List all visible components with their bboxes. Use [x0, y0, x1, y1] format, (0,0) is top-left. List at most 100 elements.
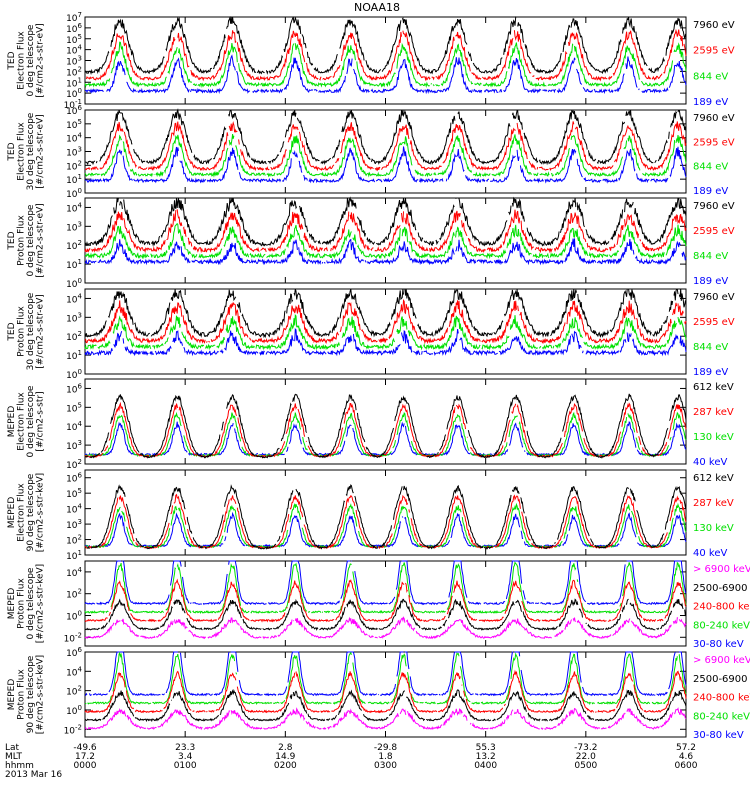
y-tick-exponent: 0: [78, 368, 82, 376]
y-axis-label-line: 90 deg telescope: [26, 473, 36, 551]
series-612-kev: [84, 484, 687, 550]
y-tick-label: 10-1: [64, 98, 82, 111]
series-612-kev: [84, 393, 687, 459]
y-tick-exponent: 6: [78, 646, 83, 654]
y-axis-label: TEDElectron Flux0 deg telescope[#/cm2-s-…: [7, 23, 46, 98]
x-row-label: MLT: [5, 752, 23, 762]
series-2500-6900: [84, 598, 687, 631]
y-axis-label-line: Proton Flux: [17, 669, 27, 720]
y-axis-label-line: [#/cm2-s-str]: [36, 391, 46, 451]
y-tick-exponent: 2: [78, 330, 82, 338]
y-tick-exponent: 6: [78, 472, 83, 480]
legend-entry: 612 keV: [693, 382, 734, 393]
y-tick-exponent: 5: [78, 118, 82, 126]
y-tick-exponent: 2: [78, 65, 82, 73]
y-tick-label: 106: [66, 646, 82, 659]
y-axis-label-line: Proton Flux: [17, 306, 27, 357]
y-tick-label: 106: [66, 22, 82, 35]
legend-entry: 7960 eV: [693, 113, 735, 124]
y-axis-label: MEPEDElectron Flux0 deg telescope[#/cm2-…: [7, 385, 46, 457]
panel-meped-electron-0: 102 103 104 105 106 MEPEDElectron Flux0 deg t…: [7, 378, 734, 471]
legend-entry: > 6900 keV: [693, 655, 750, 666]
y-tick-label: 102: [66, 65, 82, 78]
legend-entry: 844 eV: [693, 251, 728, 262]
figure-title: NOAA18: [354, 1, 400, 14]
y-tick-exponent: 3: [78, 518, 82, 526]
legend-entry: 189 eV: [693, 186, 728, 197]
x-tick-lat: -49.6: [73, 743, 97, 753]
y-tick-exponent: 1: [78, 349, 82, 357]
y-tick-exponent: 3: [78, 439, 82, 447]
x-tick-lat: -29.8: [374, 743, 398, 753]
y-tick-label: 103: [66, 311, 82, 324]
y-tick-label: 101: [66, 349, 82, 362]
y-tick-exponent: 3: [78, 146, 82, 154]
y-tick-label: 103: [66, 55, 82, 68]
legend-entry: 844 eV: [693, 71, 728, 82]
y-tick-label: 101: [66, 549, 82, 562]
y-tick-label: 106: [66, 104, 82, 117]
y-tick-label: 104: [66, 292, 82, 305]
legend-entry: 2595 eV: [693, 226, 735, 237]
series-2595-ev: [84, 209, 687, 254]
legend-entry: 189 eV: [693, 367, 728, 378]
legend-entry: 80-240 keV: [693, 620, 750, 631]
y-tick-label: 102: [66, 330, 82, 343]
y-tick-exponent: 0: [78, 277, 82, 285]
x-tick-hhmm: 0400: [474, 761, 497, 771]
y-tick-exponent: 3: [78, 311, 82, 319]
y-axis-label-line: 90 deg telescope: [26, 655, 36, 733]
y-axis-label-line: 0 deg telescope: [26, 204, 36, 276]
x-tick-lat: 23.3: [175, 743, 195, 753]
y-axis-label-line: [#/cm2-s-str-eV]: [36, 114, 46, 189]
legend-entry: 240-800 keV: [693, 693, 750, 704]
y-tick-label: 103: [66, 439, 82, 452]
y-tick-exponent: 0: [78, 704, 82, 712]
panel-meped-proton-90: 10-2 100 102 104 106 MEPEDProton Flux90 deg t…: [7, 646, 750, 741]
series-30-80-kev: [84, 560, 687, 606]
y-tick-label: 105: [66, 401, 82, 414]
series-189-ev: [85, 54, 687, 95]
legend-entry: 130 keV: [693, 523, 734, 534]
series-30-80-kev: [84, 651, 687, 697]
y-axis-label-line: TED: [7, 51, 17, 70]
y-axis-label-line: MEPED: [7, 588, 17, 620]
y-axis-label-line: Electron Flux: [17, 122, 27, 181]
series-7960-ev: [85, 108, 687, 166]
series-189-ev: [84, 328, 687, 357]
y-tick-label: 101: [66, 76, 82, 89]
series-7960-ev: [84, 288, 687, 339]
legend-entry: 189 eV: [693, 97, 728, 108]
y-tick-label: 102: [66, 239, 82, 252]
y-tick-label: 101: [66, 173, 82, 186]
x-tick-mlt: 1.8: [378, 752, 393, 762]
y-tick-label: 100: [66, 87, 82, 100]
y-axis-label-line: 0 deg telescope: [26, 567, 36, 639]
legend-entry: 2595 eV: [693, 137, 735, 148]
y-axis-label-line: TED: [7, 142, 17, 161]
legend-entry: 80-240 keV: [693, 711, 750, 722]
y-tick-label: 100: [66, 277, 82, 290]
y-tick-exponent: 7: [78, 11, 82, 19]
y-tick-exponent: 1: [78, 258, 82, 266]
series-844-ev: [84, 313, 687, 351]
y-tick-exponent: 2: [78, 239, 82, 247]
panel-frame: [84, 16, 687, 105]
legend-entry: 7960 eV: [693, 292, 735, 303]
y-tick-label: 104: [66, 44, 82, 57]
y-tick-label: 100: [66, 609, 82, 622]
y-tick-label: 102: [66, 588, 82, 601]
series-7960-ev: [84, 15, 687, 76]
y-tick-label: 104: [66, 665, 82, 678]
panel-frame: [84, 197, 687, 284]
y-tick-label: 104: [66, 503, 82, 516]
y-tick-label: 106: [66, 472, 82, 485]
y-tick-exponent: -2: [75, 723, 82, 731]
y-axis-label-line: MEPED: [7, 497, 17, 529]
y-tick-label: 100: [66, 187, 82, 200]
y-axis-label-line: Electron Flux: [17, 31, 27, 90]
x-tick-mlt: 22.0: [576, 752, 596, 762]
y-tick-label: 105: [66, 118, 82, 131]
